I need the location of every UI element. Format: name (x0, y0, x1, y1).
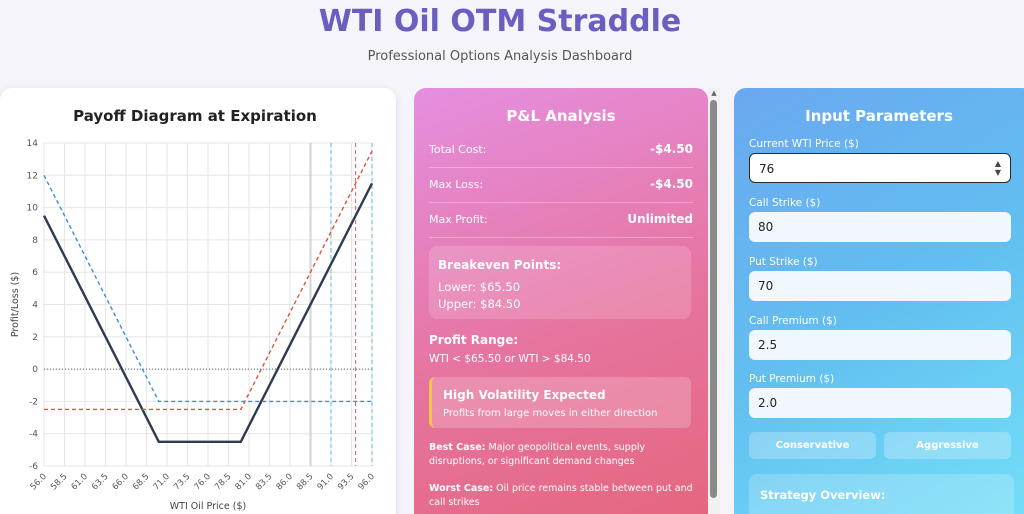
chart-title: Payoff Diagram at Expiration (73, 107, 317, 125)
y-tick-label: 14 (27, 139, 39, 149)
x-tick-label: 91.0 (315, 472, 335, 492)
x-tick-label: 88.5 (295, 472, 315, 492)
best-case-label: Best Case: (429, 442, 486, 453)
pl-title: P&L Analysis (506, 107, 616, 125)
worst-case-label: Worst Case: (429, 483, 494, 494)
total-cost-value: -$4.50 (650, 142, 693, 156)
series-line (43, 174, 372, 403)
volatility-heading: High Volatility Expected (443, 388, 606, 402)
call-strike-value: 80 (758, 220, 774, 234)
put-premium-label: Put Premium ($) (749, 373, 835, 385)
x-tick-label: 73.5 (172, 472, 192, 492)
y-tick-label: -6 (29, 462, 38, 472)
y-tick-label: 10 (27, 204, 39, 214)
x-tick-label: 58.5 (49, 472, 69, 492)
call-strike-input[interactable]: 80 (749, 212, 1011, 242)
put-strike-label: Put Strike ($) (749, 256, 818, 268)
put-premium-value: 2.0 (758, 396, 778, 410)
page-subtitle: Professional Options Analysis Dashboard (367, 49, 633, 64)
series-line (44, 150, 373, 411)
volatility-alert: High Volatility Expected Profits from la… (429, 377, 691, 428)
page-title: WTI Oil OTM Straddle (318, 4, 682, 39)
breakeven-lower: Lower: $65.50 (438, 280, 521, 294)
put-premium-input[interactable]: 2.0 (749, 388, 1011, 418)
current-price-value: 76 (759, 162, 775, 176)
spinner-arrows-icon[interactable]: ▲ ▼ (994, 159, 1001, 177)
current-price-label: Current WTI Price ($) (749, 138, 859, 150)
max-profit-row: Max Profit: Unlimited (429, 203, 693, 238)
conservative-button[interactable]: Conservative (749, 432, 876, 459)
x-tick-label: 61.0 (69, 472, 89, 492)
max-profit-label: Max Profit: (429, 213, 488, 226)
x-tick-label: 76.0 (192, 472, 212, 492)
input-parameters-card: Input Parameters Current WTI Price ($) 7… (734, 88, 1024, 514)
call-premium-value: 2.5 (758, 338, 778, 352)
y-tick-label: 12 (27, 171, 38, 181)
put-strike-input[interactable]: 70 (749, 271, 1011, 301)
x-tick-label: 86.0 (274, 472, 294, 492)
total-cost-row: Total Cost: -$4.50 (429, 133, 693, 168)
max-profit-value: Unlimited (627, 212, 693, 226)
aggressive-button[interactable]: Aggressive (884, 432, 1011, 459)
x-tick-label: 66.0 (110, 472, 130, 492)
scrollbar-thumb[interactable] (710, 100, 717, 498)
worst-case: Worst Case: Oil price remains stable bet… (429, 482, 694, 510)
breakeven-upper: Upper: $84.50 (438, 297, 521, 311)
call-premium-input[interactable]: 2.5 (749, 330, 1011, 360)
strategy-overview-box: Strategy Overview: (749, 474, 1014, 514)
max-loss-label: Max Loss: (429, 178, 484, 191)
series-line (42, 182, 374, 443)
y-tick-label: -4 (29, 430, 38, 440)
payoff-chart: 56.0 58.5 61.0 63.5 66.0 68.5 71.0 73.5 76.0 78.5… (10, 139, 377, 512)
y-tick-label: -2 (29, 397, 38, 407)
call-premium-label: Call Premium ($) (749, 315, 837, 327)
x-tick-label: 96.0 (356, 472, 376, 492)
current-price-input[interactable]: 76 ▲ ▼ (749, 153, 1011, 183)
x-tick-label: 68.5 (131, 472, 151, 492)
strategy-overview-heading: Strategy Overview: (760, 488, 886, 502)
x-tick-label: 81.0 (233, 472, 253, 492)
breakeven-heading: Breakeven Points: (438, 258, 562, 272)
call-strike-label: Call Strike ($) (749, 197, 821, 209)
y-tick-label: 2 (32, 333, 38, 343)
y-tick-label: 6 (32, 268, 38, 278)
max-loss-value: -$4.50 (650, 177, 693, 191)
profit-range-heading: Profit Range: (429, 333, 519, 347)
payoff-chart-card: Payoff Diagram at Expiration 56.0 58.5 61.… (0, 88, 396, 514)
volatility-text: Profits from large moves in either direc… (443, 408, 658, 419)
profit-range-text: WTI < $65.50 or WTI > $84.50 (429, 353, 591, 365)
x-axis-label: WTI Oil Price ($) (170, 501, 246, 512)
x-tick-label: 83.5 (254, 472, 274, 492)
y-axis-label: Profit/Loss ($) (10, 272, 21, 337)
x-tick-label: 93.5 (336, 472, 356, 492)
y-tick-label: 8 (32, 236, 38, 246)
max-loss-row: Max Loss: -$4.50 (429, 168, 693, 203)
x-tick-label: 71.0 (151, 472, 171, 492)
pl-analysis-card: P&L Analysis Total Cost: -$4.50 Max Loss… (414, 88, 708, 514)
worst-case-text: Oil price remains stable between put and… (429, 483, 693, 508)
y-tick-label: 0 (32, 365, 38, 375)
best-case-text: Major geopolitical events, supply disrup… (429, 442, 646, 467)
x-tick-label: 56.0 (28, 472, 48, 492)
x-tick-label: 78.5 (213, 472, 233, 492)
put-strike-value: 70 (758, 279, 774, 293)
total-cost-label: Total Cost: (429, 143, 487, 156)
y-tick-label: 4 (32, 301, 38, 311)
x-tick-label: 63.5 (90, 472, 110, 492)
best-case: Best Case: Major geopolitical events, su… (429, 441, 694, 469)
scroll-up-arrow-icon[interactable]: ▲ (711, 89, 717, 97)
inputs-title: Input Parameters (805, 107, 953, 125)
breakeven-box: Breakeven Points: Lower: $65.50 Upper: $… (429, 246, 691, 319)
